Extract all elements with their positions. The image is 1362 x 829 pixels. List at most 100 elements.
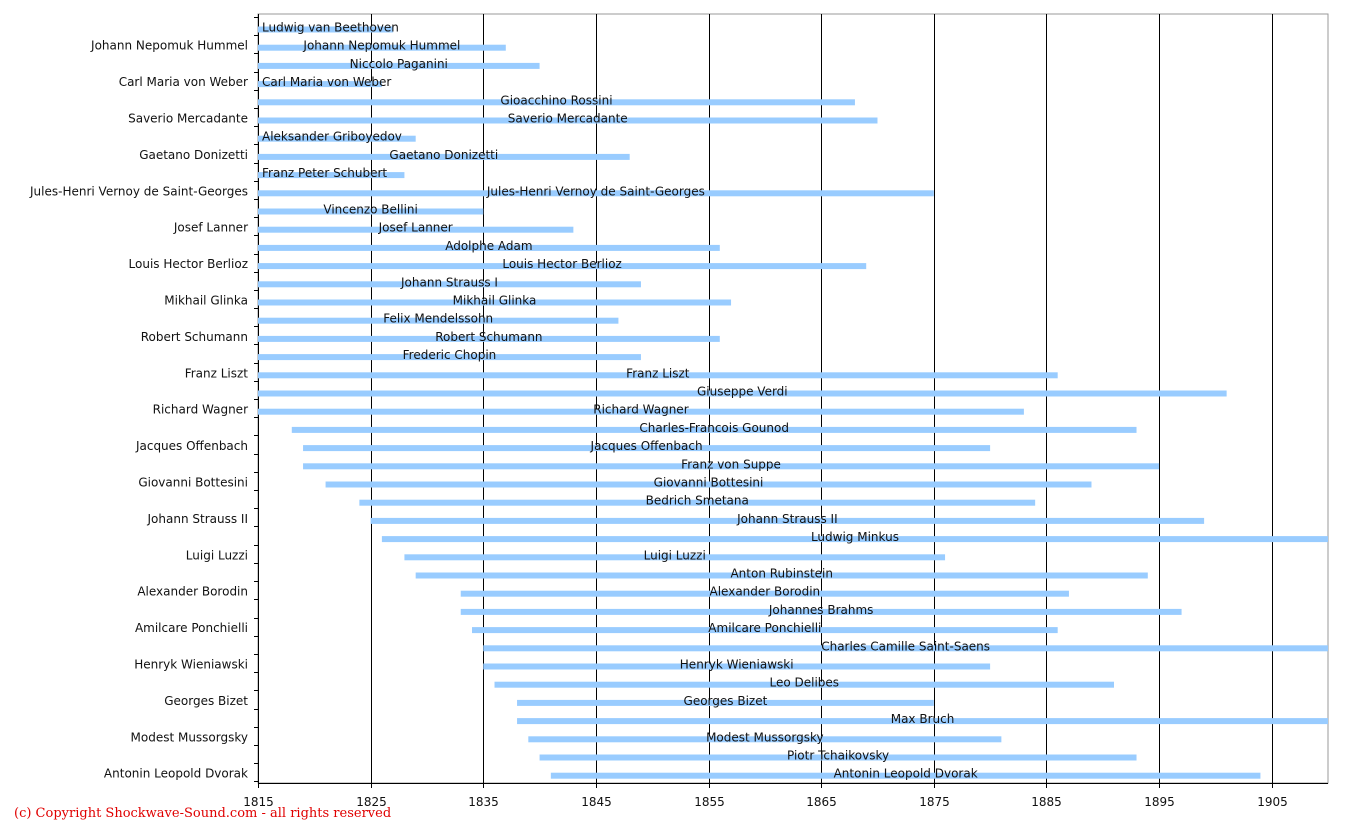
bar-label: Giovanni Bottesini bbox=[654, 476, 764, 490]
x-tick-label: 1865 bbox=[806, 795, 837, 809]
y-axis-label: Alexander Borodin bbox=[137, 585, 248, 599]
bar bbox=[258, 62, 540, 69]
bar-label: Louis Hector Berlioz bbox=[502, 257, 621, 271]
bar bbox=[325, 481, 1092, 488]
bar bbox=[258, 26, 394, 33]
bar-label: Aleksander Griboyedov bbox=[262, 130, 402, 144]
y-axis-label: Giovanni Bottesini bbox=[138, 476, 248, 490]
bar bbox=[258, 244, 720, 251]
x-tick-label: 1855 bbox=[694, 795, 725, 809]
bar bbox=[359, 499, 1036, 506]
bar bbox=[381, 536, 1328, 543]
bar-label: Charles-Francois Gounod bbox=[639, 421, 789, 435]
bar-label: Jacques Offenbach bbox=[590, 439, 703, 453]
y-axis-label: Amilcare Ponchielli bbox=[135, 621, 248, 635]
bar bbox=[258, 172, 405, 179]
bar-label: Max Bruch bbox=[891, 712, 955, 726]
bar-label: Franz von Suppe bbox=[681, 457, 781, 471]
bar bbox=[258, 299, 732, 306]
x-tick-label: 1835 bbox=[468, 795, 499, 809]
bar-label: Georges Bizet bbox=[684, 694, 768, 708]
bar bbox=[404, 554, 946, 561]
y-axis-label: Gaetano Donizetti bbox=[139, 148, 248, 162]
y-axis-label: Robert Schumann bbox=[141, 330, 248, 344]
bar-label: Ludwig Minkus bbox=[811, 530, 899, 544]
bar bbox=[258, 317, 619, 324]
bar bbox=[258, 190, 934, 197]
x-tick-label: 1885 bbox=[1031, 795, 1062, 809]
bar bbox=[460, 608, 1182, 615]
bar bbox=[258, 135, 416, 142]
y-axis-label: Mikhail Glinka bbox=[164, 294, 248, 308]
gridlines bbox=[254, 13, 1329, 784]
bar-label: Franz Peter Schubert bbox=[262, 166, 387, 180]
bar bbox=[494, 681, 1114, 688]
x-axis-ticks: 1815 1825 1835 1845 1855 1865 1875 1885 1895 1905 bbox=[243, 783, 1288, 809]
y-axis-label: Henryk Wieniawski bbox=[134, 658, 248, 672]
bar bbox=[258, 335, 720, 342]
bar-label: Mikhail Glinka bbox=[453, 294, 537, 308]
bar bbox=[258, 281, 641, 288]
y-axis-label: Jacques Offenbach bbox=[135, 439, 248, 453]
y-axis-label: Franz Liszt bbox=[185, 366, 249, 380]
y-axis-label: Luigi Luzzi bbox=[186, 548, 248, 562]
bar-labels: Ludwig van Beethoven Johann Nepomuk Humme… bbox=[262, 21, 990, 781]
x-tick-label: 1845 bbox=[581, 795, 612, 809]
bar-label: Carl Maria von Weber bbox=[262, 75, 391, 89]
bar bbox=[517, 718, 1328, 725]
bar-label: Niccolo Paganini bbox=[350, 57, 448, 71]
bar bbox=[550, 772, 1261, 779]
bar-label: Gaetano Donizetti bbox=[389, 148, 498, 162]
bar-label: Modest Mussorgsky bbox=[706, 730, 824, 744]
bar-label: Johann Nepomuk Hummel bbox=[302, 39, 460, 53]
bar-label: Josef Lanner bbox=[378, 221, 453, 235]
bar-label: Bedrich Smetana bbox=[646, 494, 749, 508]
y-axis-label: Saverio Mercadante bbox=[128, 112, 248, 126]
bar bbox=[258, 408, 1024, 415]
bar bbox=[258, 208, 484, 215]
bar-label: Giuseppe Verdi bbox=[697, 385, 788, 399]
bar-label: Amilcare Ponchielli bbox=[708, 621, 821, 635]
x-tick-label: 1815 bbox=[243, 795, 274, 809]
bar-label: Ludwig van Beethoven bbox=[262, 21, 399, 35]
y-axis-label: Antonin Leopold Dvorak bbox=[104, 767, 248, 781]
bar bbox=[370, 517, 1205, 524]
bar bbox=[258, 226, 574, 233]
bar bbox=[258, 390, 1227, 397]
copyright-text: (c) Copyright Shockwave-Sound.com - all … bbox=[14, 806, 392, 821]
bar-label: Saverio Mercadante bbox=[508, 112, 628, 126]
bar-label: Charles Camille Saint-Saens bbox=[821, 639, 990, 653]
bar-label: Henryk Wieniawski bbox=[680, 658, 794, 672]
bar-label: Felix Mendelssohn bbox=[383, 312, 493, 326]
y-axis-label: Modest Mussorgsky bbox=[131, 730, 249, 744]
bar-label: Richard Wagner bbox=[593, 403, 688, 417]
bar-label: Jules-Henri Vernoy de Saint-Georges bbox=[486, 184, 705, 198]
y-axis-label: Josef Lanner bbox=[173, 221, 248, 235]
y-axis-labels: Johann Nepomuk Hummel Carl Maria von Webe… bbox=[29, 39, 248, 781]
bar-label: Johannes Brahms bbox=[768, 603, 874, 617]
bar-label: Alexander Borodin bbox=[710, 585, 821, 599]
bar bbox=[258, 117, 878, 124]
y-axis-label: Jules-Henri Vernoy de Saint-Georges bbox=[29, 184, 248, 198]
bar-label: Frederic Chopin bbox=[403, 348, 497, 362]
bar-label: Antonin Leopold Dvorak bbox=[834, 767, 978, 781]
bar bbox=[258, 354, 641, 361]
bar-label: Franz Liszt bbox=[626, 366, 690, 380]
bar bbox=[460, 590, 1069, 597]
bar bbox=[258, 99, 855, 106]
bar-label: Gioacchino Rossini bbox=[500, 93, 612, 107]
x-tick-label: 1895 bbox=[1144, 795, 1175, 809]
bar bbox=[539, 754, 1137, 761]
y-axis-label: Carl Maria von Weber bbox=[119, 75, 248, 89]
bar bbox=[303, 445, 991, 452]
bar bbox=[258, 81, 382, 88]
bar bbox=[291, 426, 1137, 433]
y-axis-label: Richard Wagner bbox=[153, 403, 248, 417]
bar bbox=[483, 645, 1328, 652]
x-tick-label: 1905 bbox=[1257, 795, 1288, 809]
x-tick-label: 1825 bbox=[356, 795, 387, 809]
bar-label: Robert Schumann bbox=[435, 330, 542, 344]
bar bbox=[528, 736, 1002, 743]
y-axis-label: Johann Nepomuk Hummel bbox=[90, 39, 248, 53]
